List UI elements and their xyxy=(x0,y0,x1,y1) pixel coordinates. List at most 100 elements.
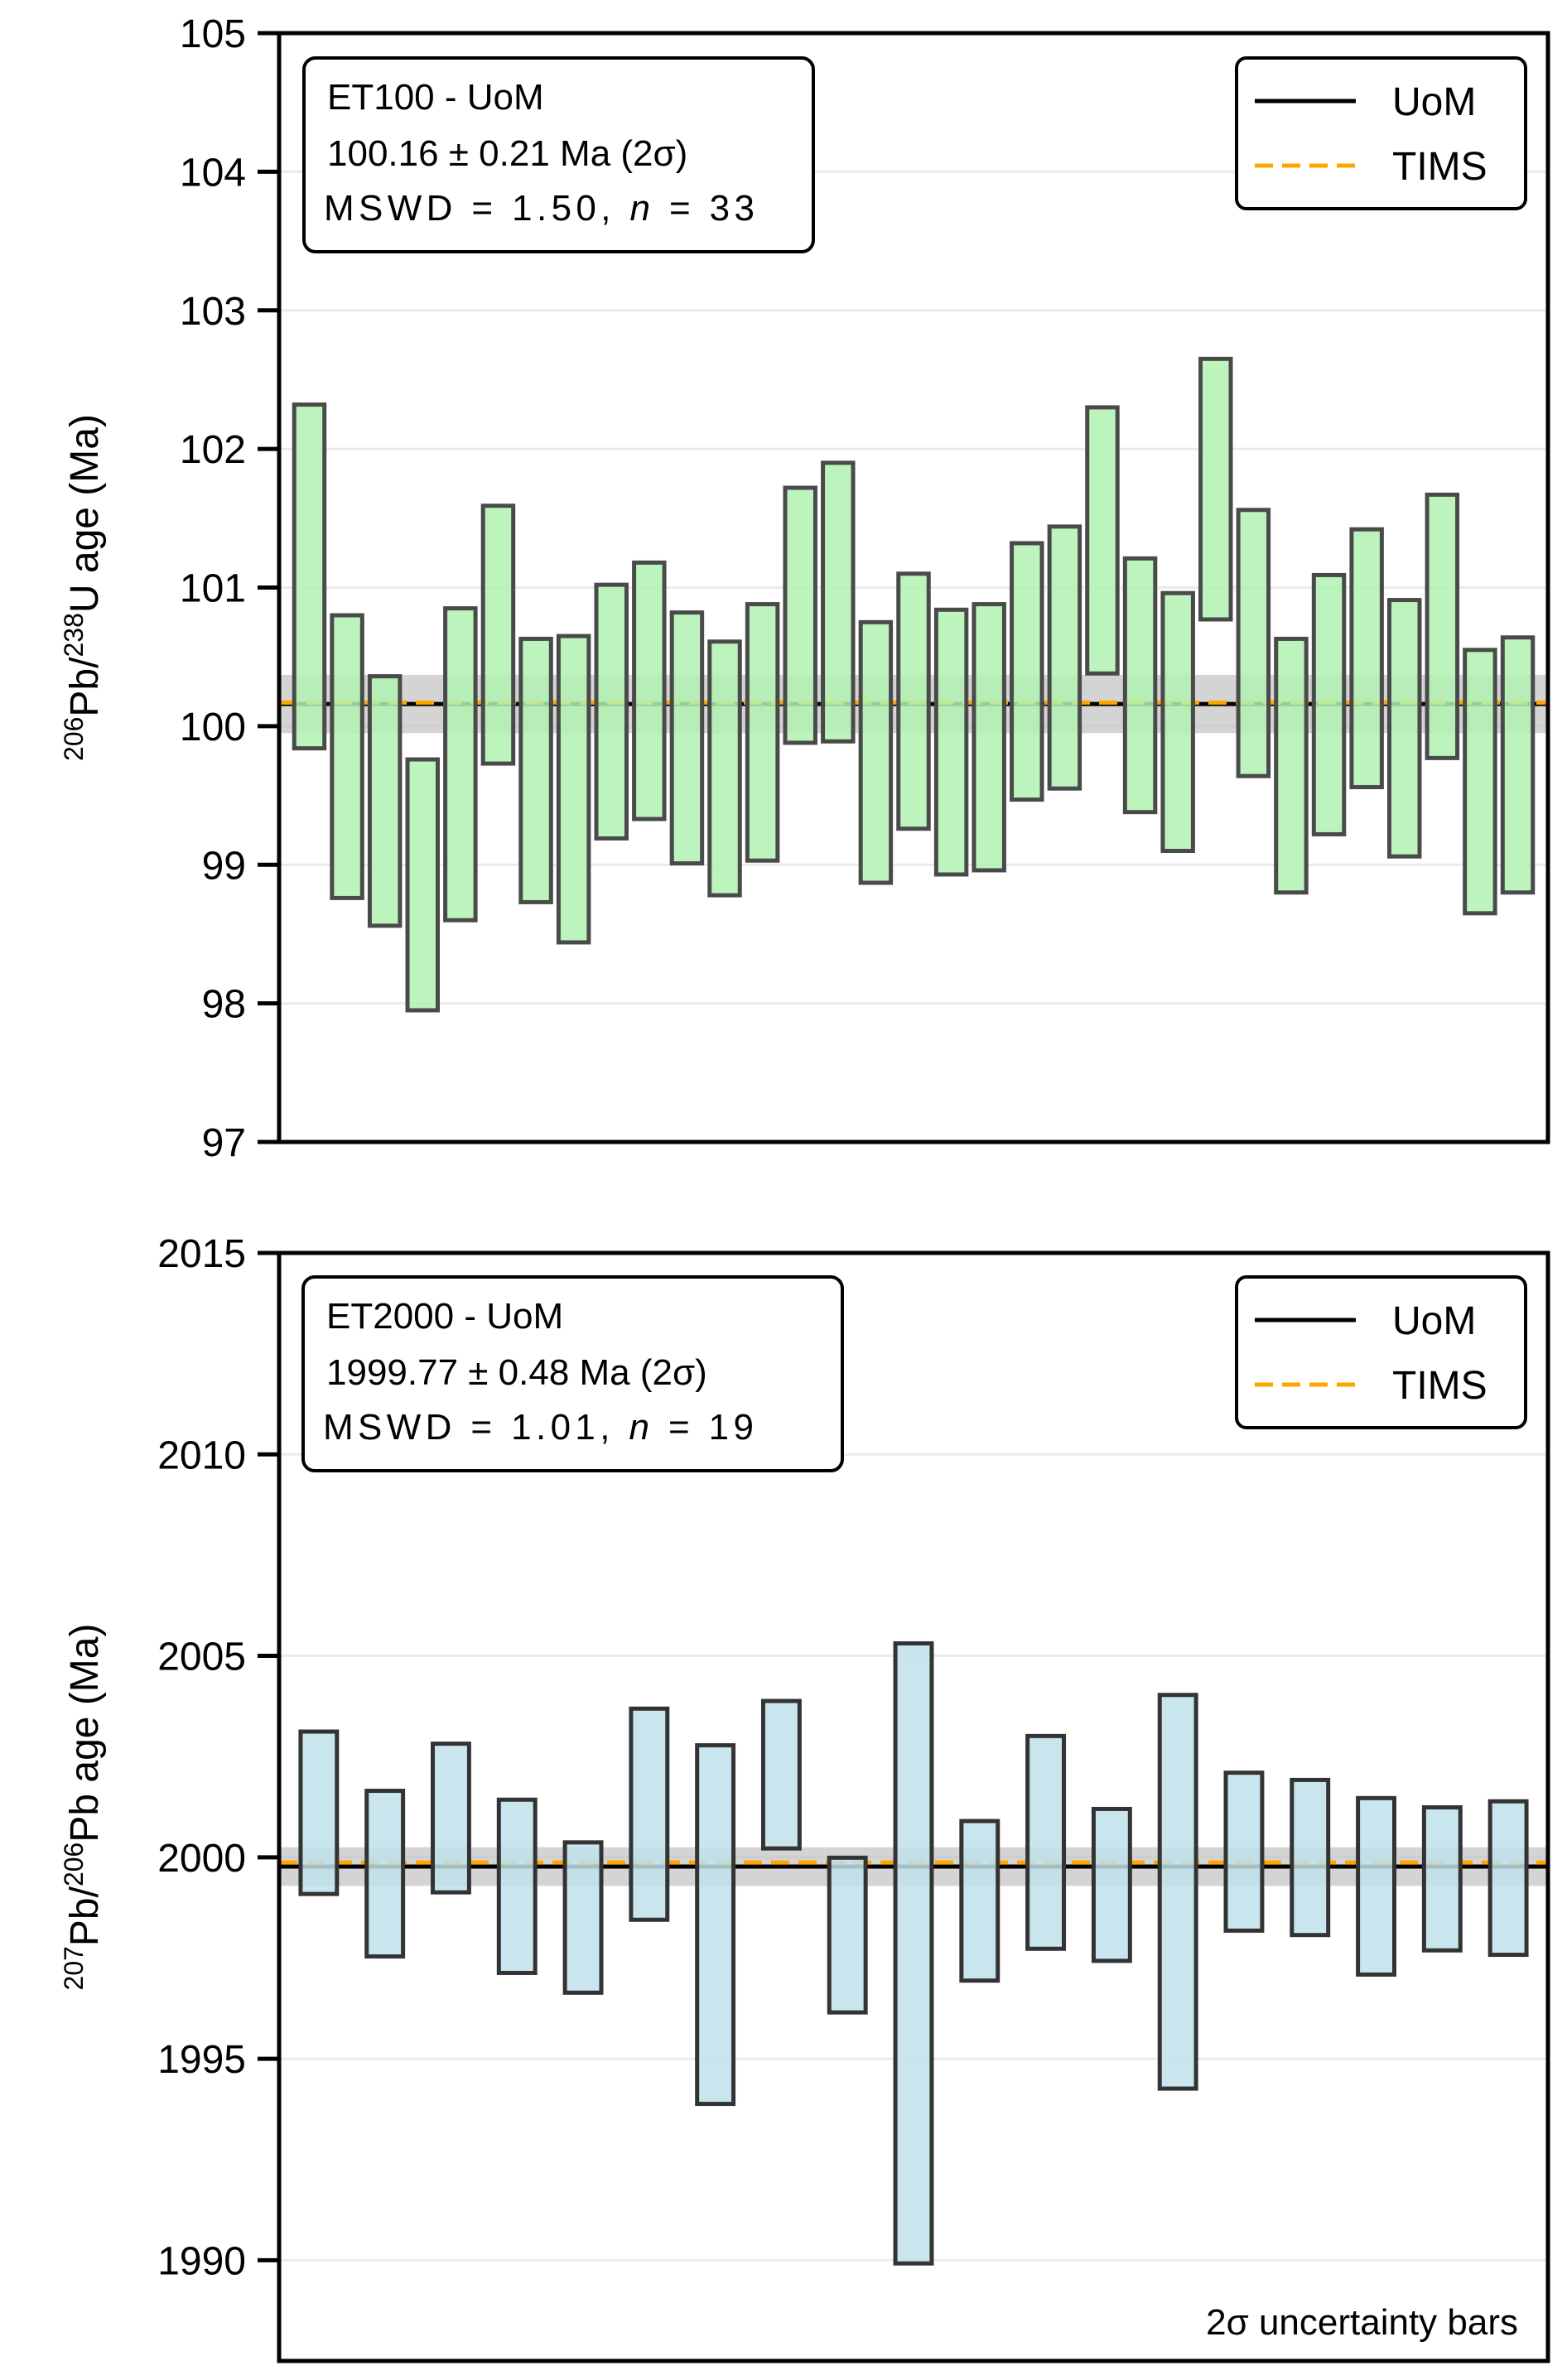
uncertainty-bar xyxy=(1387,598,1422,859)
y-label-base1: Pb/ xyxy=(63,1886,107,1946)
uncertainty-bar xyxy=(1157,1693,1198,2091)
uncertainty-bar xyxy=(1421,1804,1463,1953)
y-ticks: 97 98 99 100 101 102 103 104 105 xyxy=(180,12,279,1165)
uncertainty-bar xyxy=(431,1742,471,1895)
uncertainty-bar xyxy=(1085,405,1120,676)
y-label-sup2: 238 xyxy=(59,613,89,657)
uncertainty-bar xyxy=(745,602,780,863)
annotation-n-value: = 33 xyxy=(654,188,755,229)
legend-uom-label: UoM xyxy=(1392,1299,1476,1343)
axes-spines xyxy=(277,1250,1550,2363)
legend-frame xyxy=(1235,56,1527,210)
y-label-sup2: 206 xyxy=(59,1843,89,1886)
uncertainty-bar xyxy=(480,503,516,766)
uncertainty-bar xyxy=(1500,635,1536,895)
legend-frame xyxy=(1235,1275,1527,1429)
uncertainty-bar xyxy=(972,602,1006,873)
y-tick-label: 2015 xyxy=(157,1232,246,1276)
y-tick-label: 105 xyxy=(180,12,246,56)
uncertainty-bar xyxy=(364,1789,406,1959)
y-label-base2: Pb age (Ma) xyxy=(63,1624,107,1843)
uncertainty-bar xyxy=(405,757,440,1013)
annotation-frame xyxy=(302,56,815,253)
uncertainty-bar xyxy=(330,613,364,900)
uncertainty-bar xyxy=(1487,1799,1529,1958)
annotation-sample: ET100 - UoM xyxy=(327,77,544,118)
uncertainty-bar xyxy=(1290,1777,1331,1938)
legend-uom-label: UoM xyxy=(1392,80,1476,124)
legend: UoM TIMS xyxy=(1235,56,1527,210)
uncertainty-bar xyxy=(1025,1733,1067,1951)
uncertainty-bar xyxy=(760,1698,802,1851)
uncertainty-note: 2σ uncertainty bars xyxy=(1206,2302,1518,2343)
uncertainty-bar xyxy=(827,1855,868,2015)
uncertainty-bar xyxy=(707,639,742,898)
annotation-mswd: MSWD = 1.50, n = 33 xyxy=(324,188,755,229)
uncertainty-bar xyxy=(518,636,553,904)
annotation-n-value: = 19 xyxy=(653,1407,754,1448)
uncertainty-bar xyxy=(292,402,327,751)
uncertainty-bar xyxy=(1122,556,1158,815)
annotation-frame xyxy=(301,1275,844,1472)
y-ticks: 1990 1995 2000 2005 2010 2015 xyxy=(157,1232,279,2283)
uncertainty-bar xyxy=(632,560,667,821)
y-tick-label: 97 xyxy=(202,1121,246,1165)
uncertainty-bar xyxy=(1349,527,1384,790)
uncertainty-bar xyxy=(858,619,894,885)
y-tick-label: 104 xyxy=(180,151,246,195)
y-tick-label: 1995 xyxy=(157,2038,246,2082)
uncertainty-bar xyxy=(783,485,817,745)
y-tick-label: 103 xyxy=(180,290,246,334)
uncertainty-bar xyxy=(443,606,478,923)
uncertainty-bar xyxy=(1356,1795,1396,1977)
uncertainty-bar xyxy=(1091,1806,1132,1963)
y-label-sup1: 207 xyxy=(59,1946,89,1990)
uncertainty-bar xyxy=(1047,524,1082,791)
uncertainty-bar xyxy=(594,582,629,841)
y-tick-label: 2000 xyxy=(157,1837,246,1881)
bars xyxy=(298,1640,1529,2266)
y-tick-label: 2010 xyxy=(157,1433,246,1477)
uncertainty-bar xyxy=(367,674,403,928)
uncertainty-bar xyxy=(1311,572,1347,836)
panel-top-206pb-238u: 97 98 99 100 101 102 103 104 105 206Pb/238U age … xyxy=(59,12,1550,1165)
y-axis-label: 207Pb/206Pb age (Ma) xyxy=(59,1624,107,1991)
y-label-base1: Pb/ xyxy=(63,657,107,717)
uncertainty-bar xyxy=(1010,541,1044,802)
y-tick-label: 2005 xyxy=(157,1636,246,1679)
y-tick-label: 100 xyxy=(180,706,246,749)
legend-tims-label: TIMS xyxy=(1392,1364,1487,1408)
y-tick-label: 101 xyxy=(180,567,246,611)
uncertainty-bar xyxy=(562,1840,604,1995)
uncertainty-bar xyxy=(496,1797,538,1975)
uncertainty-bar xyxy=(298,1729,340,1896)
annotation-age: 100.16 ± 0.21 Ma (2σ) xyxy=(327,133,687,174)
uncertainty-bar xyxy=(933,607,969,877)
axes-frame xyxy=(277,1250,1550,2363)
legend: UoM TIMS xyxy=(1235,1275,1527,1429)
y-label-sup1: 206 xyxy=(59,717,89,761)
uncertainty-bar xyxy=(821,460,856,744)
annotation-mswd: MSWD = 1.01, n = 19 xyxy=(323,1407,754,1448)
y-label-base2: U age (Ma) xyxy=(63,414,107,613)
annotation-box: ET2000 - UoM 1999.77 ± 0.48 Ma (2σ) MSWD… xyxy=(301,1275,844,1472)
y-tick-label: 1990 xyxy=(157,2239,246,2283)
legend-tims-label: TIMS xyxy=(1392,145,1487,189)
annotation-sample: ET2000 - UoM xyxy=(326,1296,563,1337)
uncertainty-bar xyxy=(629,1706,670,1922)
uncertainty-bar xyxy=(669,610,705,866)
uncertainty-bar xyxy=(1223,1771,1265,1933)
uncertainty-bar xyxy=(556,634,591,945)
uncertainty-bar xyxy=(695,1743,736,2107)
y-tick-label: 98 xyxy=(202,983,246,1027)
uncertainty-bar xyxy=(1463,648,1497,916)
annotation-age: 1999.77 ± 0.48 Ma (2σ) xyxy=(326,1352,707,1393)
uncertainty-bar xyxy=(896,571,931,831)
uncertainty-bar xyxy=(959,1819,1000,1983)
panel-bottom-207pb-206pb: 1990 1995 2000 2005 2010 2015 207Pb/206Pb age… xyxy=(59,1232,1550,2363)
bars xyxy=(292,356,1536,1013)
y-axis-label: 206Pb/238U age (Ma) xyxy=(59,414,107,761)
y-tick-label: 102 xyxy=(180,428,246,472)
annotation-mswd-prefix: MSWD = 1.01, xyxy=(323,1407,624,1448)
